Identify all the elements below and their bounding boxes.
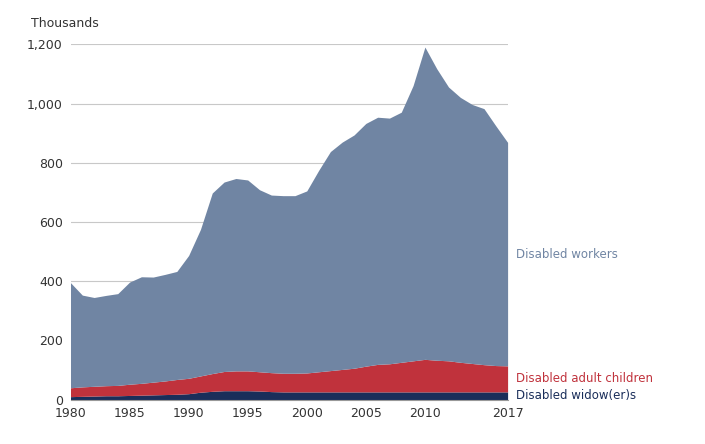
- Text: Disabled widow(er)s: Disabled widow(er)s: [516, 389, 637, 402]
- Text: Disabled adult children: Disabled adult children: [516, 373, 654, 385]
- Text: Disabled workers: Disabled workers: [516, 248, 618, 261]
- Text: Thousands: Thousands: [31, 17, 99, 30]
